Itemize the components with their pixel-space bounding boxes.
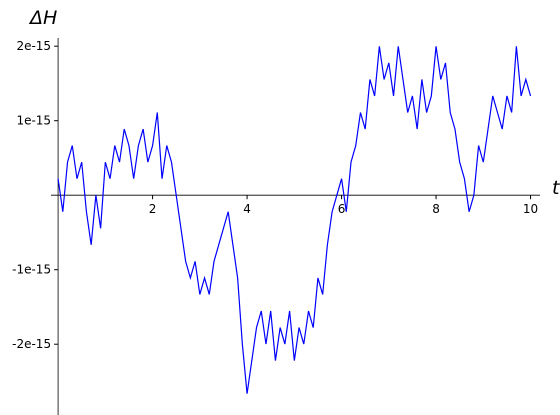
y-axis-label: ΔH [28, 7, 57, 29]
x-tick-label: 10 [523, 202, 538, 216]
data-line [57, 46, 532, 394]
y-tick-label: -1e-15 [12, 263, 51, 277]
y-tick-label: 1e-15 [16, 114, 51, 128]
x-tick-label: 6 [338, 202, 346, 216]
x-tick-label: 8 [432, 202, 440, 216]
y-tick-label: -2e-15 [12, 337, 51, 351]
x-tick-label: 2 [149, 202, 157, 216]
x-tick-label: 4 [243, 202, 251, 216]
x-axis-label: t [552, 177, 560, 199]
y-tick-label: 2e-15 [16, 39, 51, 53]
